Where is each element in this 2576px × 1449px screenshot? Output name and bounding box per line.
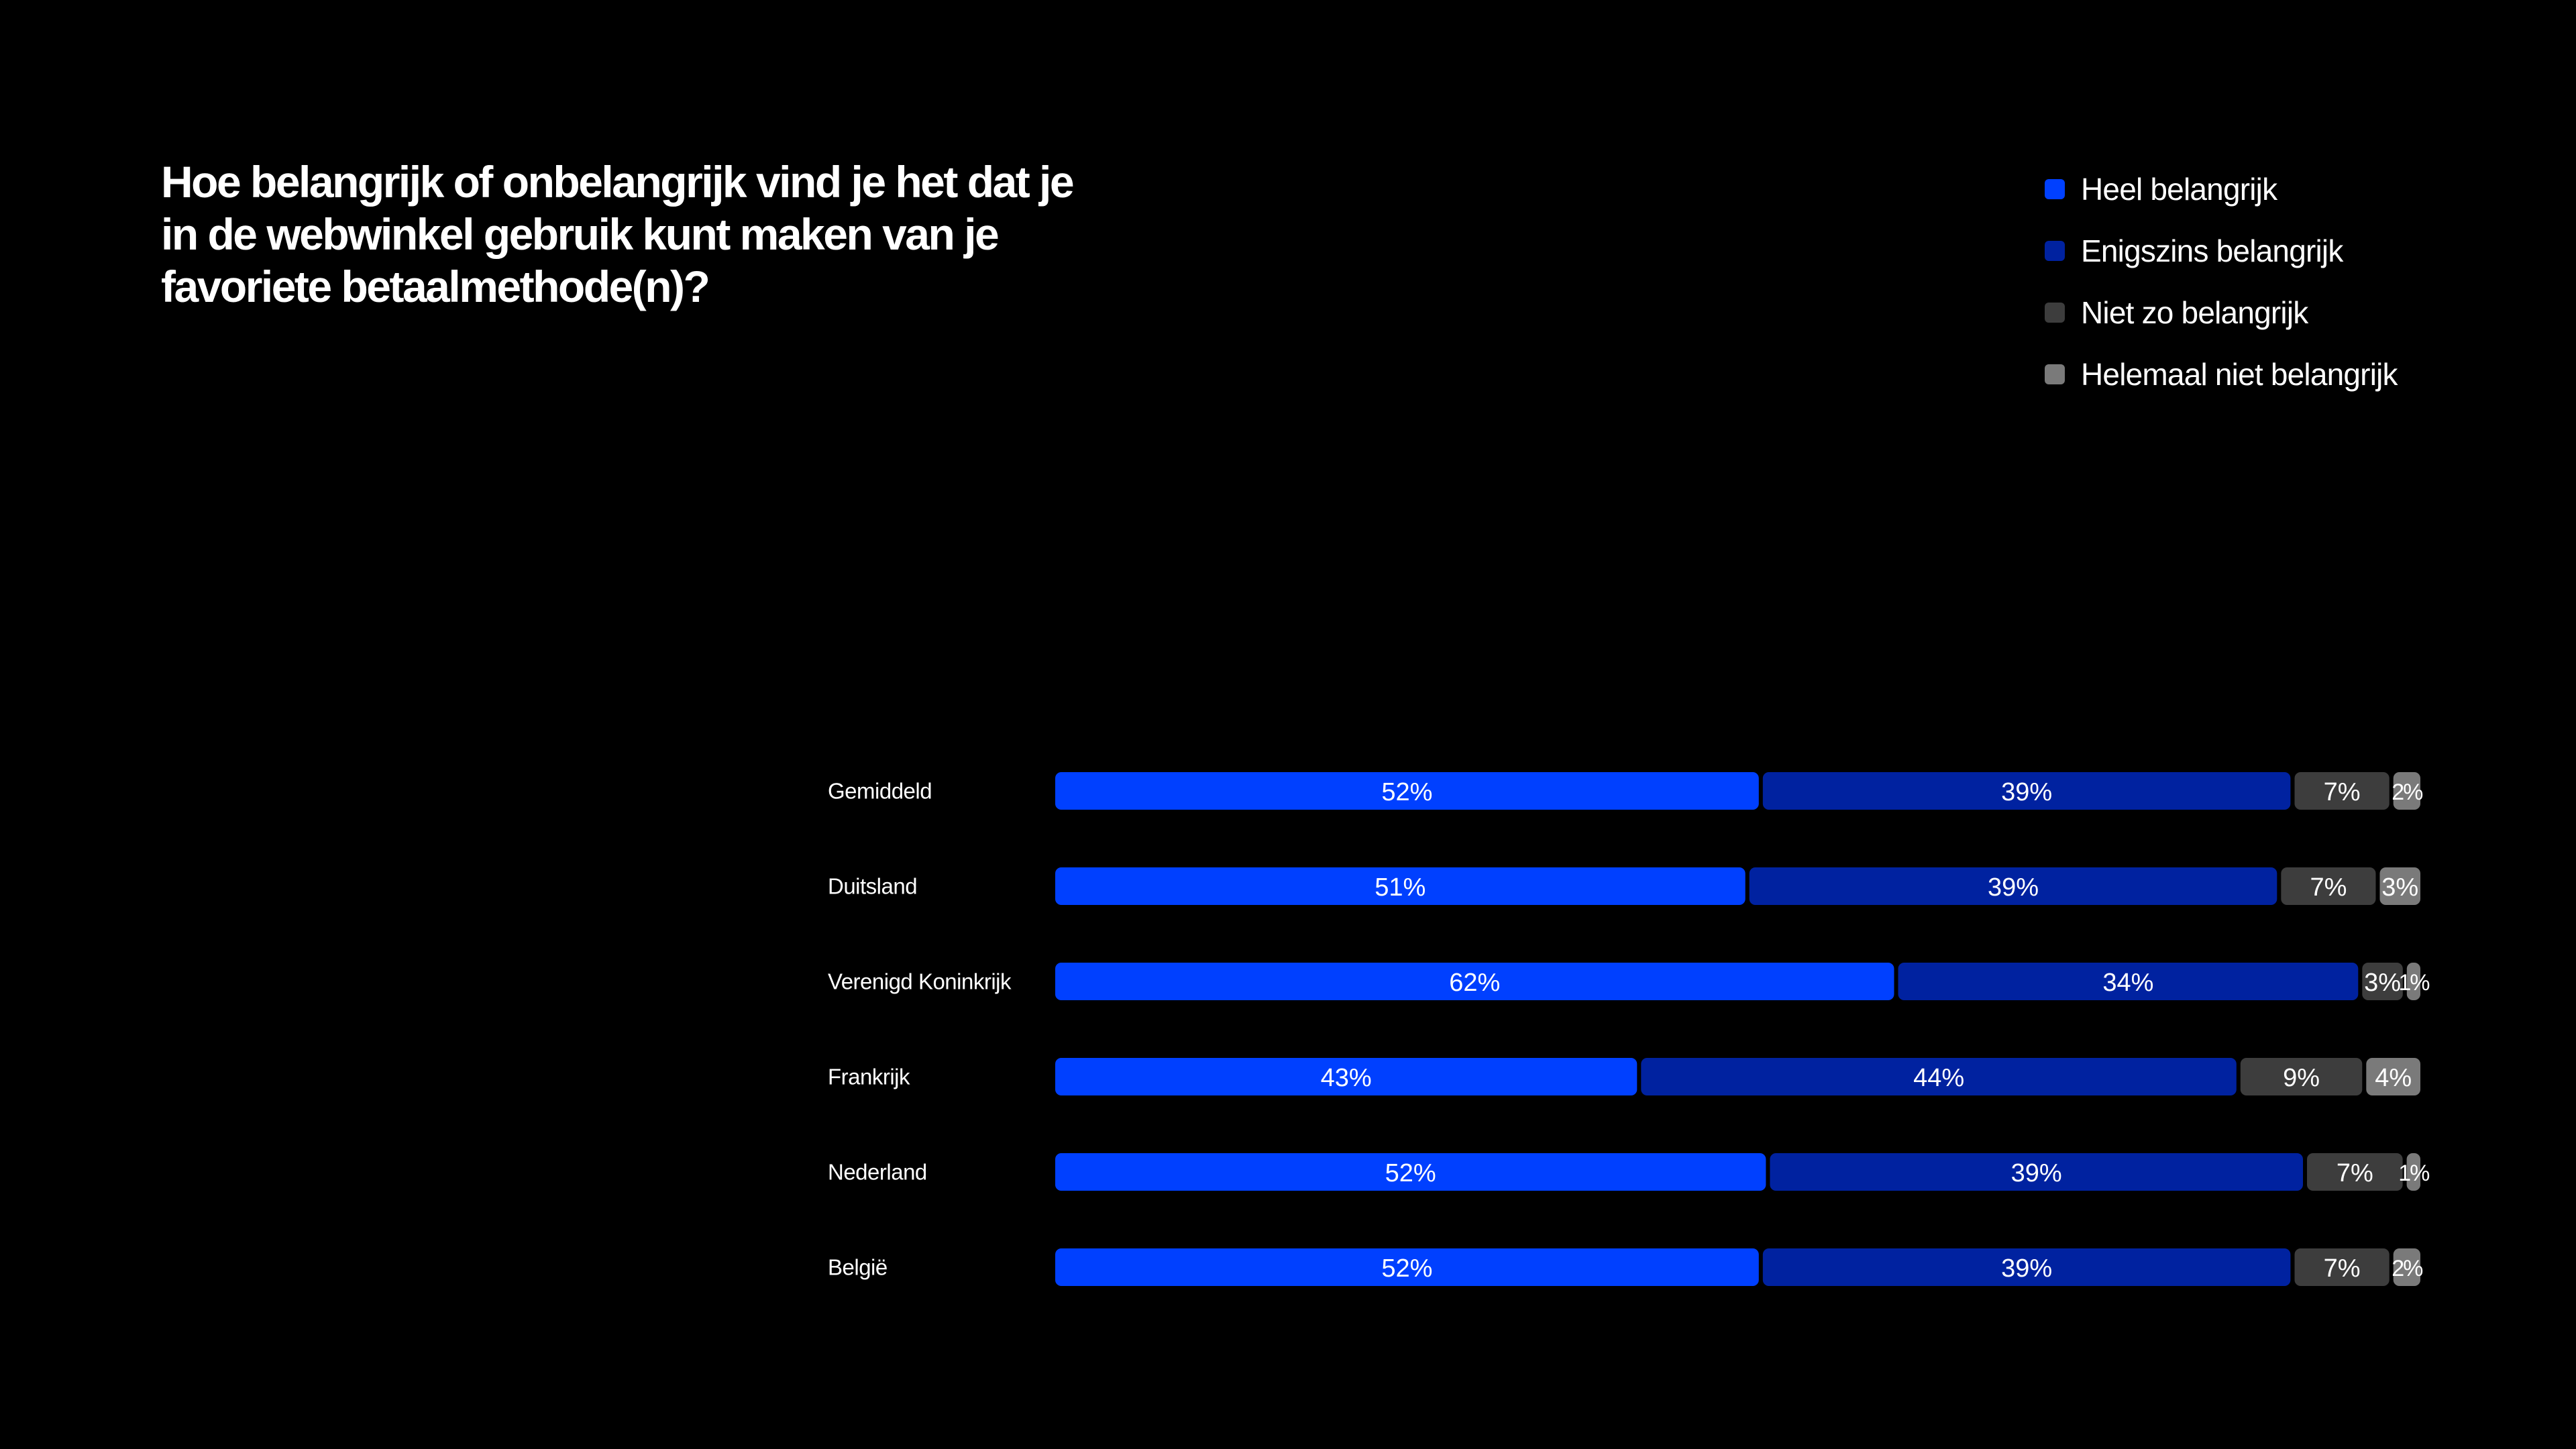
bar-segment xyxy=(1762,772,2291,810)
data-label: 39% xyxy=(1988,873,2039,902)
data-label: 7% xyxy=(2310,873,2347,902)
legend: Heel belangrijk Enigszins belangrijk Nie… xyxy=(2045,158,2398,405)
bar-segment xyxy=(1055,1058,1638,1095)
bar-segment xyxy=(2406,1153,2420,1191)
bar-segment xyxy=(2281,867,2376,905)
bar-segment xyxy=(1055,867,1746,905)
bar-segment xyxy=(2393,1248,2420,1286)
legend-label: Heel belangrijk xyxy=(2081,172,2277,207)
bar-segment xyxy=(1749,867,2277,905)
legend-label: Niet zo belangrijk xyxy=(2081,295,2308,330)
data-label: 4% xyxy=(2375,1064,2412,1092)
bar-row: Nederland 52% 39% 7% 1% xyxy=(828,1153,2431,1191)
data-label: 7% xyxy=(2324,778,2361,806)
bar-row: Verenigd Koninkrijk 62% 34% 3%1% xyxy=(828,963,2431,1000)
bar-segment xyxy=(1641,1058,2237,1095)
legend-label: Helemaal niet belangrijk xyxy=(2081,357,2398,392)
bar-segment xyxy=(2294,772,2390,810)
data-label: 3% xyxy=(2364,969,2401,997)
data-label: 43% xyxy=(1321,1064,1372,1092)
data-label: 51% xyxy=(1375,873,1426,902)
bar-segment xyxy=(1898,963,2359,1000)
legend-swatch xyxy=(2045,179,2065,199)
data-label: 39% xyxy=(2001,778,2052,806)
data-label: 52% xyxy=(1385,1159,1436,1187)
bar-segment xyxy=(1055,1153,1766,1191)
legend-swatch xyxy=(2045,303,2065,323)
bar-segment xyxy=(1770,1153,2303,1191)
bar-row: Duitsland 51% 39% 7% 3% xyxy=(828,867,2420,905)
legend-item-enigszins-belangrijk: Enigszins belangrijk xyxy=(2045,220,2398,282)
data-label: 1% xyxy=(2398,1161,2430,1186)
bar-segment xyxy=(1055,1248,1759,1286)
row-label: Nederland xyxy=(828,1160,927,1185)
row-label: Frankrijk xyxy=(828,1065,910,1089)
bar-segment xyxy=(2307,1153,2403,1191)
data-label: 52% xyxy=(1381,778,1432,806)
data-label: 2% xyxy=(2392,780,2423,805)
bar-segment xyxy=(2366,1058,2420,1095)
row-label: Verenigd Koninkrijk xyxy=(828,969,1012,994)
legend-swatch xyxy=(2045,241,2065,261)
bar-segment xyxy=(2362,963,2403,1000)
bar-row: Frankrijk 43% 44% 9% 4% xyxy=(828,1058,2420,1095)
row-label: Gemiddeld xyxy=(828,779,932,804)
legend-item-helemaal-niet-belangrijk: Helemaal niet belangrijk xyxy=(2045,343,2398,405)
data-label: 7% xyxy=(2337,1159,2373,1187)
row-label: Duitsland xyxy=(828,874,917,899)
data-label: 1% xyxy=(2398,970,2430,996)
bar-segment xyxy=(2294,1248,2390,1286)
bar-row: Gemiddeld 52% 39% 7% 2% xyxy=(828,772,2424,810)
bar-segment xyxy=(1055,963,1894,1000)
bar-segment xyxy=(1055,772,1759,810)
bar-row: België 52% 39% 7% 2% xyxy=(828,1248,2424,1286)
data-label: 34% xyxy=(2102,969,2153,997)
data-label: 7% xyxy=(2324,1254,2361,1283)
legend-item-niet-zo-belangrijk: Niet zo belangrijk xyxy=(2045,282,2398,343)
bar-segment xyxy=(2406,963,2420,1000)
legend-label: Enigszins belangrijk xyxy=(2081,233,2343,268)
data-label: 39% xyxy=(2001,1254,2052,1283)
data-label: 3% xyxy=(2381,873,2418,902)
bar-segment xyxy=(2240,1058,2363,1095)
data-label: 39% xyxy=(2011,1159,2062,1187)
data-label: 44% xyxy=(1913,1064,1964,1092)
data-label: 2% xyxy=(2392,1256,2423,1281)
data-label: 9% xyxy=(2283,1064,2320,1092)
chart-title: Hoe belangrijk of onbelangrijk vind je h… xyxy=(161,157,1075,311)
bar-segment xyxy=(1762,1248,2291,1286)
row-label: België xyxy=(828,1255,888,1280)
data-label: 62% xyxy=(1449,969,1500,997)
bar-segment xyxy=(2379,867,2420,905)
bar-segment xyxy=(2393,772,2420,810)
legend-item-heel-belangrijk: Heel belangrijk xyxy=(2045,158,2398,220)
data-label: 52% xyxy=(1381,1254,1432,1283)
legend-swatch xyxy=(2045,364,2065,384)
